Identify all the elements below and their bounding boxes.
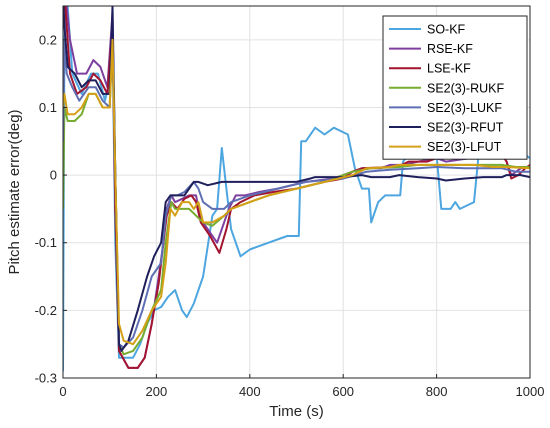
- legend-label: LSE-KF: [427, 62, 471, 76]
- y-tick-label: 0.2: [39, 32, 57, 47]
- legend: SO-KF RSE-KF LSE-KF SE2(3)-RUKF SE2(3)-LUKF S…: [382, 15, 528, 160]
- y-tick-label: -0.2: [35, 303, 57, 318]
- x-tick-label: 800: [426, 384, 448, 399]
- legend-label: RSE-KF: [427, 42, 473, 56]
- legend-label: SO-KF: [427, 23, 466, 37]
- y-tick-label: 0: [50, 168, 57, 183]
- plot-frame: [62, 5, 531, 379]
- axis-ticks: 0 200 400 600 800 1000 -0.3 -0.2 -0.1 0 0.1 0.2: [35, 32, 545, 399]
- legend-label: SE2(3)-RUKF: [427, 81, 504, 95]
- y-tick-label: -0.1: [35, 235, 57, 250]
- x-tick-label: 200: [146, 384, 168, 399]
- series-lines: [63, 6, 530, 372]
- legend-label: SE2(3)-RFUT: [427, 121, 504, 135]
- x-tick-label: 600: [332, 384, 354, 399]
- y-tick-label: -0.3: [35, 371, 57, 386]
- x-axis-label: Time (s): [269, 403, 323, 420]
- series-line-6: [63, 38, 530, 346]
- x-tick-label: 400: [239, 384, 261, 399]
- x-tick-label: 1000: [516, 384, 545, 399]
- y-tick-label: 0.1: [39, 100, 57, 115]
- series-line-4: [63, 25, 530, 349]
- y-axis-label: Pitch estimate error(deg): [6, 109, 23, 274]
- series-line-5: [63, 6, 530, 352]
- legend-label: SE2(3)-LFUT: [427, 140, 502, 154]
- x-tick-label: 0: [59, 384, 66, 399]
- legend-label: SE2(3)-LUKF: [427, 101, 502, 115]
